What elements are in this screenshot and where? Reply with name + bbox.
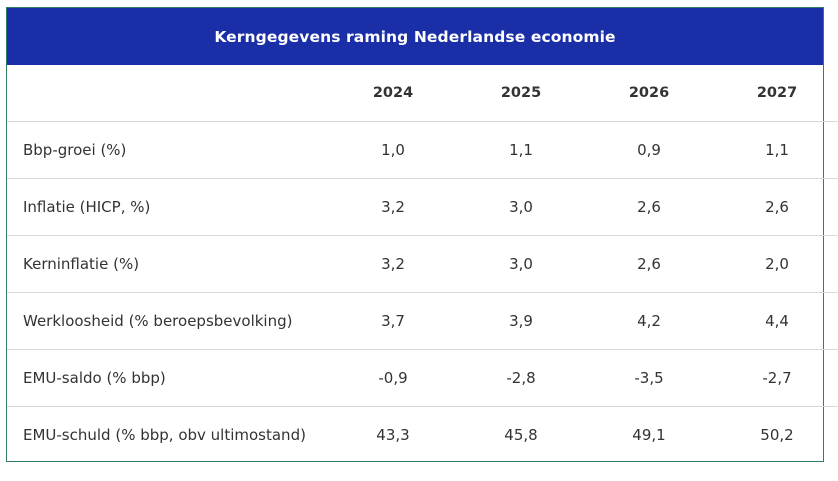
forecast-table: Kerngegevens raming Nederlandse economie… [6, 7, 838, 462]
table-row: EMU-saldo (% bbp) -0,9 -2,8 -3,5 -2,7 [7, 349, 838, 407]
table-cell: 2,6 [585, 178, 713, 236]
row-label: Kerninflatie (%) [7, 235, 329, 293]
table-row: EMU-schuld (% bbp, obv ultimostand) 43,3… [7, 407, 838, 463]
data-table: 2024 2025 2026 2027 Bbp-groei (%) 1,0 1,… [7, 65, 838, 462]
table-cell: 50,2 [760, 425, 794, 444]
table-cell: -3,5 [585, 349, 713, 407]
year-header: 2027 [713, 65, 838, 122]
table-cell: 43,3 [376, 425, 410, 444]
table-cell: 2,0 [713, 235, 838, 293]
table-row: Werkloosheid (% beroepsbevolking) 3,7 3,… [7, 292, 838, 350]
table-cell: 1,1 [713, 121, 838, 179]
table-cell: -0,9 [329, 349, 457, 407]
table-cell: 3,2 [329, 235, 457, 293]
table-row: Bbp-groei (%) 1,0 1,1 0,9 1,1 [7, 121, 838, 179]
table-cell: 2,6 [713, 178, 838, 236]
table-cell: 4,4 [713, 292, 838, 350]
table-cell: -2,7 [713, 349, 838, 407]
table-cell: 3,9 [457, 292, 585, 350]
row-label: Werkloosheid (% beroepsbevolking) [7, 292, 329, 350]
table-row: Kerninflatie (%) 3,2 3,0 2,6 2,0 [7, 235, 838, 293]
table-cell: 3,7 [329, 292, 457, 350]
header-row: 2024 2025 2026 2027 [7, 65, 838, 122]
year-header: 2025 [457, 65, 585, 122]
table-cell: 45,8 [504, 425, 538, 444]
table-cell: 3,0 [457, 235, 585, 293]
row-label: Inflatie (HICP, %) [7, 178, 329, 236]
table-cell: 49,1 [632, 425, 666, 444]
row-label: Bbp-groei (%) [7, 121, 329, 179]
table-cell: 1,0 [329, 121, 457, 179]
row-label: EMU-saldo (% bbp) [7, 349, 329, 407]
table-cell: 1,1 [457, 121, 585, 179]
row-label: EMU-schuld (% bbp, obv ultimostand) [23, 425, 306, 444]
header-label-cell [7, 65, 329, 122]
table-cell: 3,2 [329, 178, 457, 236]
table-cell: 3,0 [457, 178, 585, 236]
table-row: Inflatie (HICP, %) 3,2 3,0 2,6 2,6 [7, 178, 838, 236]
table-cell: -2,8 [457, 349, 585, 407]
table-cell: 4,2 [585, 292, 713, 350]
table-title: Kerngegevens raming Nederlandse economie [7, 8, 823, 65]
table-cell: 0,9 [585, 121, 713, 179]
table-cell: 2,6 [585, 235, 713, 293]
year-header: 2026 [585, 65, 713, 122]
year-header: 2024 [329, 65, 457, 122]
